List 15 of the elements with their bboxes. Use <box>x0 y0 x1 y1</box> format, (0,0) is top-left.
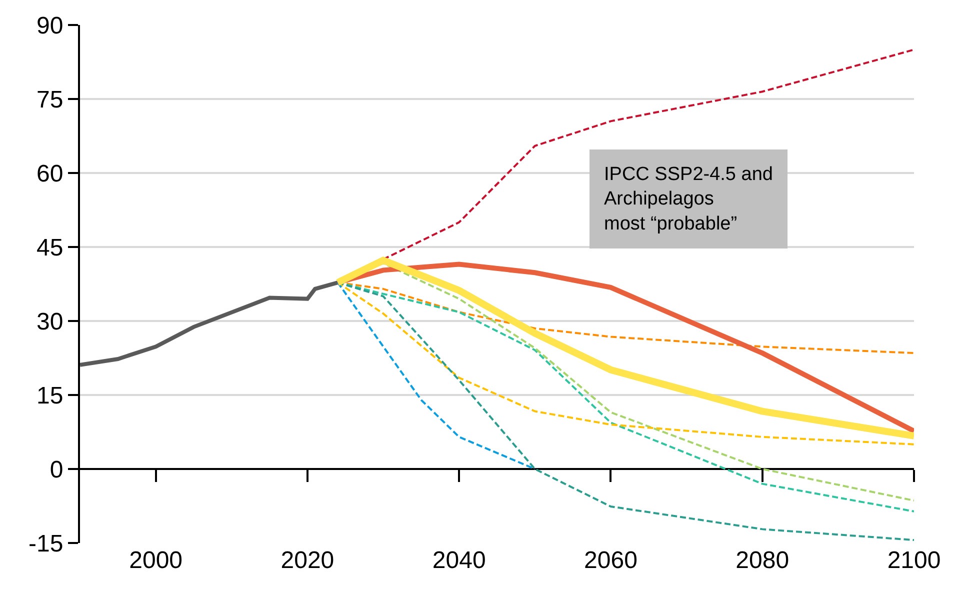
annotation: IPCC SSP2-4.5 and Archipelagos most “probable” <box>604 164 773 234</box>
y-tick-label: 60 <box>36 160 64 188</box>
y-tick-label: 45 <box>36 234 64 262</box>
x-tick-label: 2060 <box>584 547 638 574</box>
y-tick-label: 15 <box>36 382 64 410</box>
y-tick-label: 0 <box>50 456 64 484</box>
x-tick-label: 2080 <box>736 547 790 574</box>
y-tick-label: -15 <box>28 530 64 558</box>
x-tick-label: 2000 <box>129 547 183 574</box>
x-tick-label: 2040 <box>432 547 486 574</box>
x-tick-label: 2100 <box>887 547 941 574</box>
x-tick-label: 2020 <box>280 547 334 574</box>
y-tick-label: 75 <box>36 86 64 114</box>
y-tick-label: 30 <box>36 308 64 336</box>
y-tick-label: 90 <box>36 12 64 40</box>
